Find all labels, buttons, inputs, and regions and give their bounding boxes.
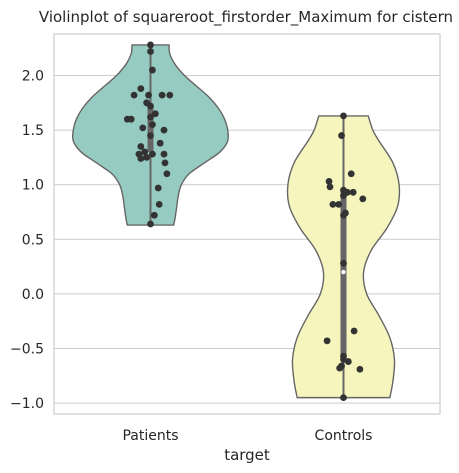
data-point: [335, 200, 343, 208]
median-marker-controls: [341, 269, 346, 275]
data-point: [325, 178, 333, 185]
data-point: [137, 85, 145, 92]
data-point: [147, 102, 154, 110]
data-point: [154, 184, 162, 192]
data-point: [340, 192, 347, 200]
data-point: [329, 200, 337, 208]
data-point: [145, 91, 152, 99]
iqr-box-patients: [147, 103, 154, 152]
violins: [71, 44, 401, 399]
x-tick-labels: Patients Controls: [122, 428, 372, 444]
strip-points: [123, 41, 367, 402]
y-tick-label: 0.0: [22, 287, 44, 303]
data-point: [137, 155, 145, 162]
data-point: [338, 132, 345, 139]
data-point: [349, 188, 357, 196]
data-point: [160, 150, 168, 158]
data-point: [151, 110, 159, 118]
y-tick-label: −1.0: [10, 396, 44, 412]
y-tick-label: 0.5: [22, 232, 44, 248]
x-axis-label: target: [224, 446, 270, 464]
data-point: [147, 220, 154, 228]
chart-title: Violinplot of squareroot_firstorder_Maxi…: [39, 8, 453, 27]
data-point: [338, 362, 345, 370]
data-point: [158, 91, 166, 99]
data-point: [340, 259, 347, 267]
data-point: [147, 113, 154, 121]
data-point: [347, 170, 355, 178]
data-point: [356, 365, 364, 373]
data-point: [147, 41, 154, 49]
data-point: [149, 66, 156, 74]
data-point: [149, 121, 156, 129]
data-point: [137, 143, 145, 150]
data-point: [141, 148, 149, 156]
y-tick-label: 2.0: [22, 68, 44, 84]
data-point: [127, 115, 135, 123]
data-point: [359, 195, 367, 203]
data-point: [350, 327, 358, 335]
plot-frame: [53, 33, 441, 415]
data-point: [147, 48, 154, 55]
data-point: [163, 170, 171, 178]
x-tick-label: Patients: [122, 428, 178, 444]
data-point: [130, 91, 138, 99]
data-point: [147, 132, 154, 139]
y-tick-labels: −1.0 −0.5 0.0 0.5 1.0 1.5 2.0: [10, 68, 44, 412]
data-point: [139, 124, 147, 132]
data-point: [340, 394, 347, 402]
y-tick-label: 1.5: [22, 123, 44, 139]
data-point: [340, 112, 347, 120]
y-tick-label: −0.5: [10, 341, 44, 357]
data-point: [143, 153, 151, 161]
iqr-box-controls: [340, 190, 347, 360]
y-tick-label: 1.0: [22, 178, 44, 194]
data-point: [149, 150, 156, 158]
data-point: [323, 337, 331, 345]
data-point: [340, 211, 347, 219]
data-point: [344, 358, 352, 365]
data-point: [156, 139, 164, 147]
data-point: [166, 91, 174, 99]
x-tick-label: Controls: [315, 428, 373, 444]
data-point: [161, 159, 169, 167]
data-point: [150, 211, 158, 219]
data-point: [155, 200, 163, 208]
data-point: [326, 183, 334, 191]
data-point: [160, 126, 168, 134]
